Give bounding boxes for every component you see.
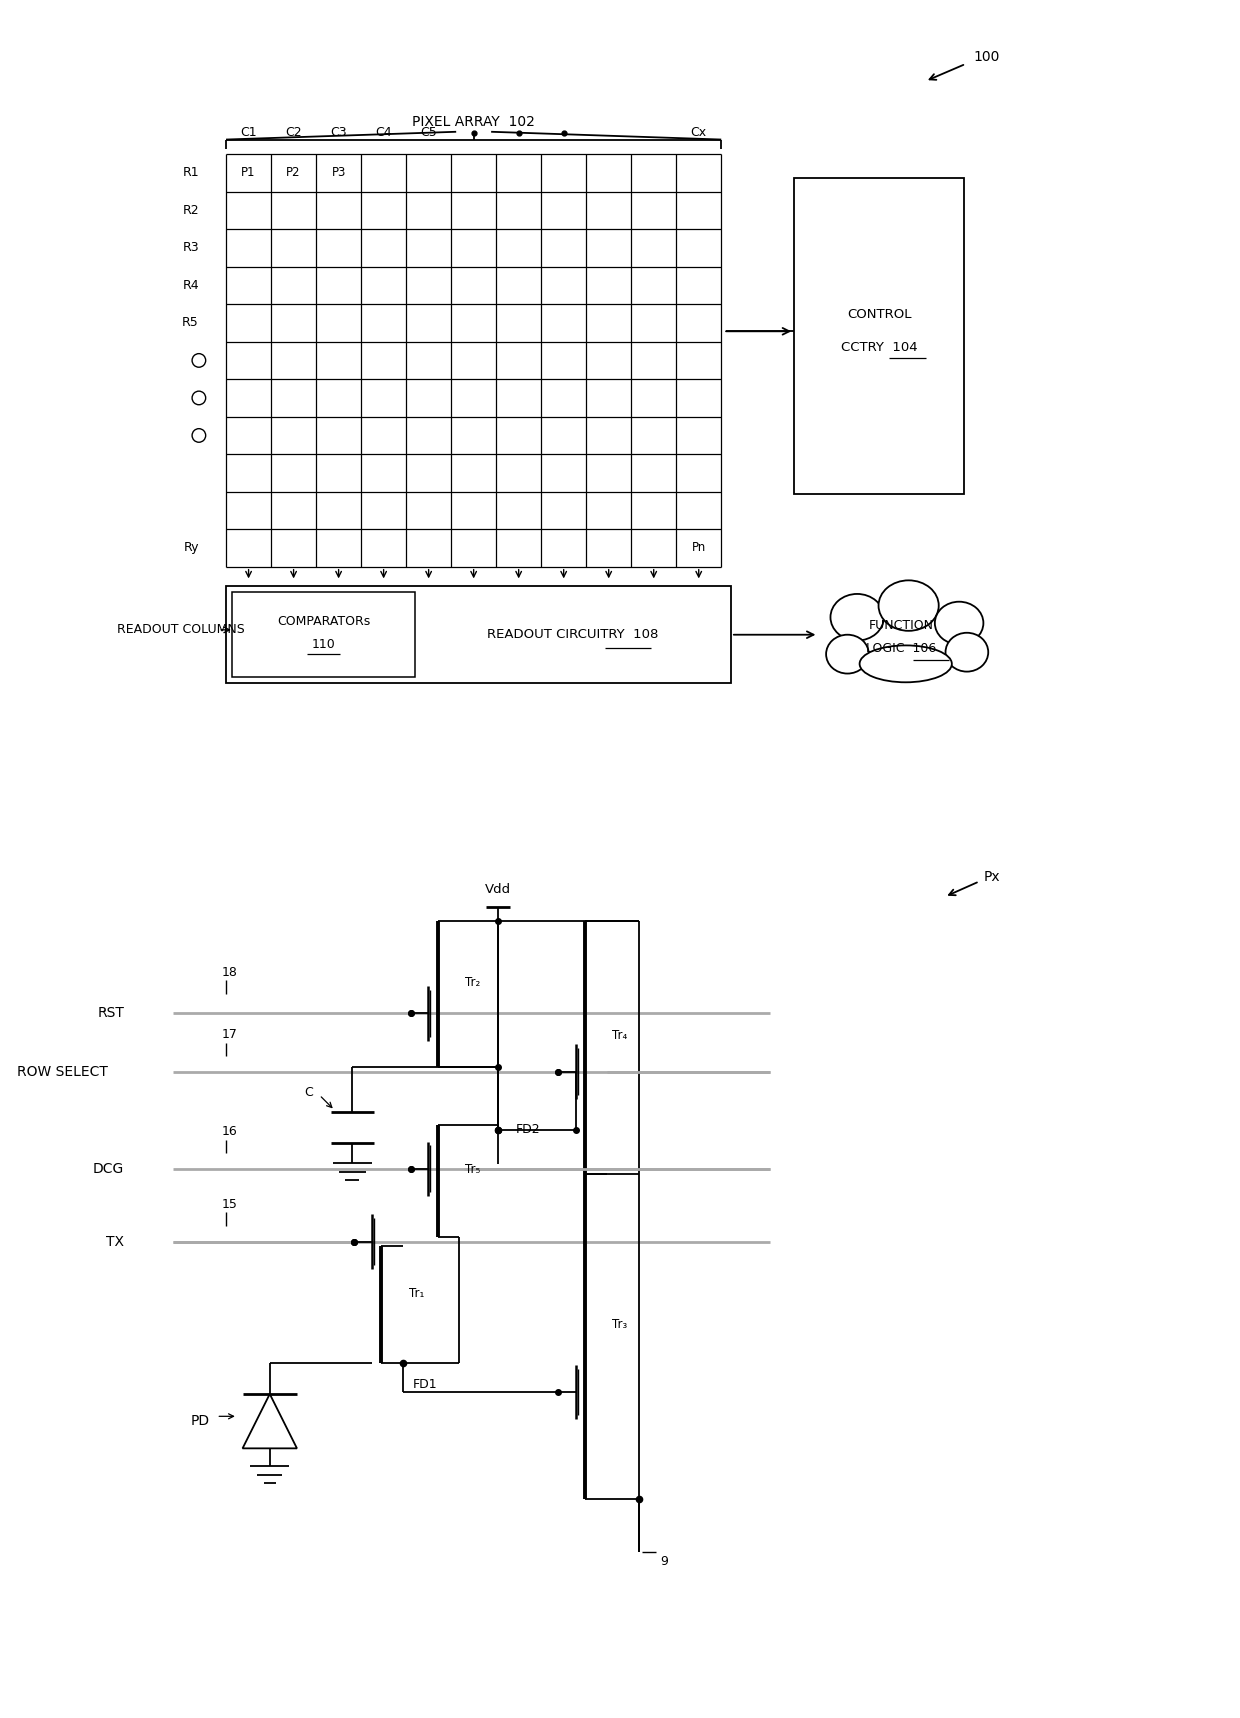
Bar: [794, 179, 963, 495]
Text: PD: PD: [191, 1414, 210, 1428]
Text: Tr₃: Tr₃: [613, 1318, 627, 1331]
Text: PIXEL ARRAY  102: PIXEL ARRAY 102: [412, 115, 536, 129]
Ellipse shape: [946, 632, 988, 672]
Text: 18: 18: [221, 966, 237, 979]
Text: 110: 110: [311, 637, 336, 651]
Text: FD2: FD2: [516, 1124, 541, 1136]
Text: Ry: Ry: [184, 541, 198, 555]
Text: Vdd: Vdd: [485, 883, 511, 895]
Text: R1: R1: [182, 167, 198, 179]
Text: ROW SELECT: ROW SELECT: [16, 1065, 108, 1079]
Text: READOUT COLUMNS: READOUT COLUMNS: [118, 624, 246, 636]
Text: P2: P2: [286, 167, 301, 179]
Text: Cx: Cx: [691, 125, 707, 139]
Text: FD1: FD1: [413, 1378, 438, 1392]
Text: C4: C4: [376, 125, 392, 139]
Text: COMPARATORs: COMPARATORs: [277, 615, 371, 627]
Text: DCG: DCG: [93, 1161, 124, 1175]
Text: CONTROL: CONTROL: [847, 308, 911, 321]
Text: 100: 100: [973, 50, 999, 64]
Bar: [232, 593, 415, 677]
Text: R5: R5: [182, 316, 198, 330]
Text: Tr₂: Tr₂: [465, 976, 480, 990]
Text: Tr₅: Tr₅: [465, 1163, 480, 1175]
Text: TX: TX: [107, 1235, 124, 1249]
Text: Tr₄: Tr₄: [613, 1029, 627, 1043]
Text: C3: C3: [330, 125, 347, 139]
Text: Pn: Pn: [692, 541, 706, 555]
Text: CCTRY  104: CCTRY 104: [841, 342, 918, 354]
Text: R2: R2: [182, 204, 198, 216]
Text: 16: 16: [221, 1125, 237, 1139]
Bar: [226, 586, 730, 684]
Ellipse shape: [831, 594, 884, 641]
Text: C2: C2: [285, 125, 301, 139]
Text: Tr₁: Tr₁: [409, 1287, 424, 1299]
Text: RST: RST: [97, 1007, 124, 1020]
Text: R3: R3: [182, 242, 198, 254]
Text: C1: C1: [241, 125, 257, 139]
Ellipse shape: [878, 581, 939, 631]
Text: 15: 15: [221, 1197, 237, 1211]
Text: 9: 9: [660, 1555, 668, 1569]
Text: FUNCTION: FUNCTION: [868, 618, 934, 632]
Text: P1: P1: [242, 167, 255, 179]
Text: P3: P3: [331, 167, 346, 179]
Text: Px: Px: [983, 871, 999, 885]
Text: C: C: [304, 1086, 312, 1100]
Ellipse shape: [859, 646, 952, 682]
Text: LOGIC  106: LOGIC 106: [866, 643, 936, 655]
Text: 17: 17: [221, 1029, 237, 1041]
Text: R4: R4: [182, 278, 198, 292]
Text: C5: C5: [420, 125, 436, 139]
Ellipse shape: [826, 634, 869, 673]
Text: READOUT CIRCUITRY  108: READOUT CIRCUITRY 108: [487, 629, 658, 641]
Ellipse shape: [935, 601, 983, 644]
